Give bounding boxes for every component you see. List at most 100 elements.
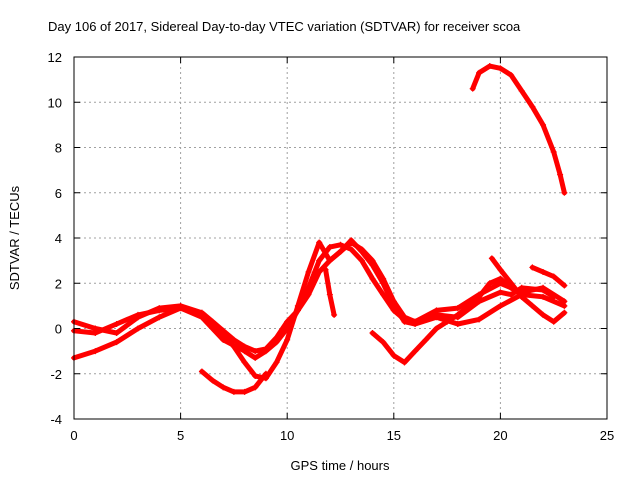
y-tick-label: 8 (55, 141, 62, 156)
data-point (488, 255, 495, 262)
y-tick-label: 10 (48, 95, 62, 110)
x-tick-label: 5 (177, 428, 184, 443)
data-point (486, 63, 493, 70)
data-point (465, 302, 472, 309)
data-point (252, 354, 259, 361)
data-point (337, 248, 344, 255)
data-point (454, 311, 461, 318)
data-point (550, 273, 557, 280)
data-point (113, 339, 120, 346)
data-point (454, 305, 461, 312)
data-point (497, 266, 504, 273)
y-tick-label: 2 (55, 276, 62, 291)
data-point (348, 239, 355, 246)
data-point (476, 69, 483, 76)
data-point (262, 345, 269, 352)
y-tick-label: 0 (55, 322, 62, 337)
data-point (316, 257, 323, 264)
data-point (252, 373, 259, 380)
data-point (331, 311, 338, 318)
series-track8 (529, 264, 567, 288)
y-tick-label: -2 (50, 367, 62, 382)
x-tick-label: 25 (600, 428, 614, 443)
data-point (241, 343, 248, 350)
data-point (412, 348, 419, 355)
data-point (198, 309, 205, 316)
data-point (561, 282, 568, 289)
data-point (422, 336, 429, 343)
data-point (476, 316, 483, 323)
y-tick-label: 12 (48, 50, 62, 65)
data-point (369, 330, 376, 337)
data-point (444, 318, 451, 325)
data-point (508, 291, 515, 298)
data-point (540, 293, 547, 300)
data-point (358, 246, 365, 253)
data-point (518, 87, 525, 94)
data-point (433, 325, 440, 332)
data-point (380, 339, 387, 346)
data-point (92, 348, 99, 355)
data-point (369, 257, 376, 264)
data-point (401, 359, 408, 366)
data-point (273, 334, 280, 341)
data-point (322, 266, 329, 273)
data-point (262, 370, 269, 377)
data-point (92, 325, 99, 332)
data-point (561, 309, 568, 316)
data-point (497, 289, 504, 296)
data-point (220, 327, 227, 334)
data-point (220, 336, 227, 343)
data-point (348, 246, 355, 253)
data-point (220, 384, 227, 391)
data-point (497, 65, 504, 72)
data-point (497, 302, 504, 309)
series-track7 (489, 255, 567, 325)
data-point (326, 257, 333, 264)
data-point (476, 293, 483, 300)
data-point (252, 384, 259, 391)
data-point (508, 72, 515, 79)
data-point (497, 275, 504, 282)
data-point (550, 318, 557, 325)
x-tick-label: 0 (70, 428, 77, 443)
data-point (198, 368, 205, 375)
data-point (540, 121, 547, 128)
data-point (529, 302, 536, 309)
data-point (454, 320, 461, 327)
data-point (230, 336, 237, 343)
data-point (401, 314, 408, 321)
data-point (550, 149, 557, 156)
data-point (508, 280, 515, 287)
data-point (305, 291, 312, 298)
data-point (156, 305, 163, 312)
data-point (358, 257, 365, 264)
data-point (469, 85, 476, 92)
data-point (316, 268, 323, 275)
data-point (540, 268, 547, 275)
x-tick-label: 15 (387, 428, 401, 443)
chart-title: Day 106 of 2017, Sidereal Day-to-day VTE… (48, 19, 521, 34)
data-point (209, 318, 216, 325)
data-point (326, 291, 333, 298)
data-point (316, 239, 323, 246)
data-point (518, 293, 525, 300)
x-tick-label: 20 (493, 428, 507, 443)
data-point (230, 388, 237, 395)
data-point (486, 280, 493, 287)
y-tick-label: -4 (50, 412, 62, 427)
data-point (390, 298, 397, 305)
data-point (529, 103, 536, 110)
data-point (177, 302, 184, 309)
x-tick-label: 10 (280, 428, 294, 443)
data-point (390, 307, 397, 314)
data-point (294, 307, 301, 314)
y-tick-label: 4 (55, 231, 62, 246)
tick-layer: 0 5 10 15 20 25 -4 -2 0 2 4 6 8 10 12 (48, 50, 615, 443)
data-point (241, 388, 248, 395)
y-tick-label: 6 (55, 186, 62, 201)
series-track9 (470, 63, 567, 196)
data-point (284, 318, 291, 325)
data-point (241, 359, 248, 366)
